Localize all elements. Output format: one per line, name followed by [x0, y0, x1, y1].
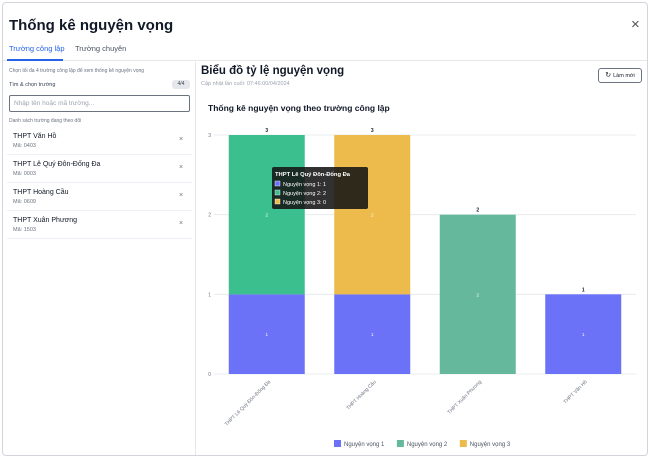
school-code: Mã: 1503 — [13, 227, 36, 233]
x-tick-label: THPT Xuân Phương — [447, 379, 484, 416]
bar-segment — [334, 294, 411, 374]
bar-value-label: 1 — [371, 332, 374, 337]
bar-total-label: 3 — [371, 128, 374, 134]
bar-total-label: 3 — [265, 128, 268, 134]
legend-label: Nguyện vọng 3 — [470, 442, 511, 448]
legend-swatch — [459, 440, 467, 447]
bar-segment — [334, 135, 411, 295]
y-tick-label: 0 — [208, 372, 211, 378]
chart-heading: Biểu đồ tỷ lệ nguyện vọng — [201, 65, 345, 77]
x-tick-label: THPT Lê Quý Đôn-Đống Đa — [224, 379, 273, 428]
count-badge: 4/4 — [172, 80, 190, 89]
search-label: Tìm & chọn trường — [9, 82, 56, 88]
tooltip-box — [272, 167, 368, 209]
tooltip-swatch — [274, 180, 281, 187]
legend-label: Nguyện vọng 1 — [344, 442, 385, 448]
legend-swatch — [334, 440, 341, 447]
refresh-label: Làm mới — [613, 72, 635, 79]
bar-value-label: 2 — [371, 213, 374, 218]
bar-segment — [228, 294, 305, 374]
stats-modal: Thống kê nguyện vọng × Trường công lập T… — [2, 2, 648, 456]
tooltip-swatch — [274, 198, 281, 205]
legend-swatch — [396, 440, 404, 447]
last-updated: Cập nhật lần cuối: 07:46:00/04/2024 — [201, 81, 290, 87]
tab-specialized-schools[interactable]: Trường chuyên — [75, 44, 127, 53]
tooltip-swatch — [274, 189, 281, 196]
refresh-button[interactable]: ↻ Làm mới — [598, 68, 642, 83]
y-tick-label: 1 — [208, 292, 211, 298]
tab-bar: Trường công lập Trường chuyên — [3, 41, 647, 61]
selected-list-label: Danh sách trường đang theo dõi — [9, 118, 82, 124]
selection-hint: Chọn tối đa 4 trường công lập để xem thố… — [9, 68, 145, 74]
legend-label: Nguyện vọng 2 — [407, 442, 448, 448]
bar-segment — [439, 214, 516, 374]
bar-total-label: 2 — [476, 208, 479, 214]
remove-icon[interactable]: × — [179, 136, 184, 143]
remove-icon[interactable]: × — [179, 220, 184, 227]
bar-total-label: 1 — [582, 287, 585, 293]
active-tab-indicator — [7, 59, 63, 61]
school-name: THPT Lê Quý Đôn-Đống Đa — [13, 161, 101, 168]
modal-title: Thống kê nguyện vọng — [9, 17, 174, 34]
tab-public-schools[interactable]: Trường công lập — [9, 44, 65, 53]
tooltip-line: Nguyện vọng 2: 2 — [283, 191, 326, 197]
tooltip-line: Nguyện vọng 3: 0 — [283, 200, 326, 206]
bar-value-label: 2 — [265, 213, 268, 218]
tooltip-title: THPT Lê Quý Đôn-Đống Đa — [275, 171, 351, 178]
bar-segment — [545, 294, 622, 374]
school-name: THPT Văn Hồ — [13, 133, 57, 140]
bar-value-label: 2 — [476, 292, 479, 297]
close-icon[interactable]: × — [631, 16, 640, 33]
bar-value-label: 1 — [582, 332, 585, 337]
list-item: THPT Lê Quý Đôn-Đống Đa Mã: 0003 × — [7, 158, 192, 183]
school-name: THPT Hoàng Cầu — [13, 189, 69, 196]
x-tick-label: THPT Văn Hồ — [562, 379, 588, 405]
chart-title: Thống kê nguyện vọng theo trường công lậ… — [208, 103, 390, 113]
school-code: Mã: 0003 — [13, 171, 36, 177]
school-code: Mã: 0609 — [13, 199, 36, 205]
remove-icon[interactable]: × — [179, 164, 184, 171]
bar-value-label: 1 — [265, 332, 268, 337]
x-tick-label: THPT Hoàng Cầu — [345, 379, 377, 411]
y-tick-label: 3 — [208, 133, 211, 139]
bar-segment — [228, 135, 305, 295]
y-tick-label: 2 — [208, 213, 211, 219]
search-input[interactable] — [9, 95, 190, 112]
school-name: THPT Xuân Phương — [13, 217, 78, 224]
list-item: THPT Văn Hồ Mã: 0403 × — [7, 130, 192, 155]
remove-icon[interactable]: × — [179, 192, 184, 199]
school-code: Mã: 0403 — [13, 143, 36, 149]
school-selection-panel: Chọn tối đa 4 trường công lập để xem thố… — [3, 62, 196, 455]
tooltip-line: Nguyện vọng 1: 1 — [283, 182, 326, 188]
list-item: THPT Hoàng Cầu Mã: 0609 × — [7, 186, 192, 211]
refresh-icon: ↻ — [605, 72, 612, 79]
list-item: THPT Xuân Phương Mã: 1503 × — [7, 214, 192, 239]
